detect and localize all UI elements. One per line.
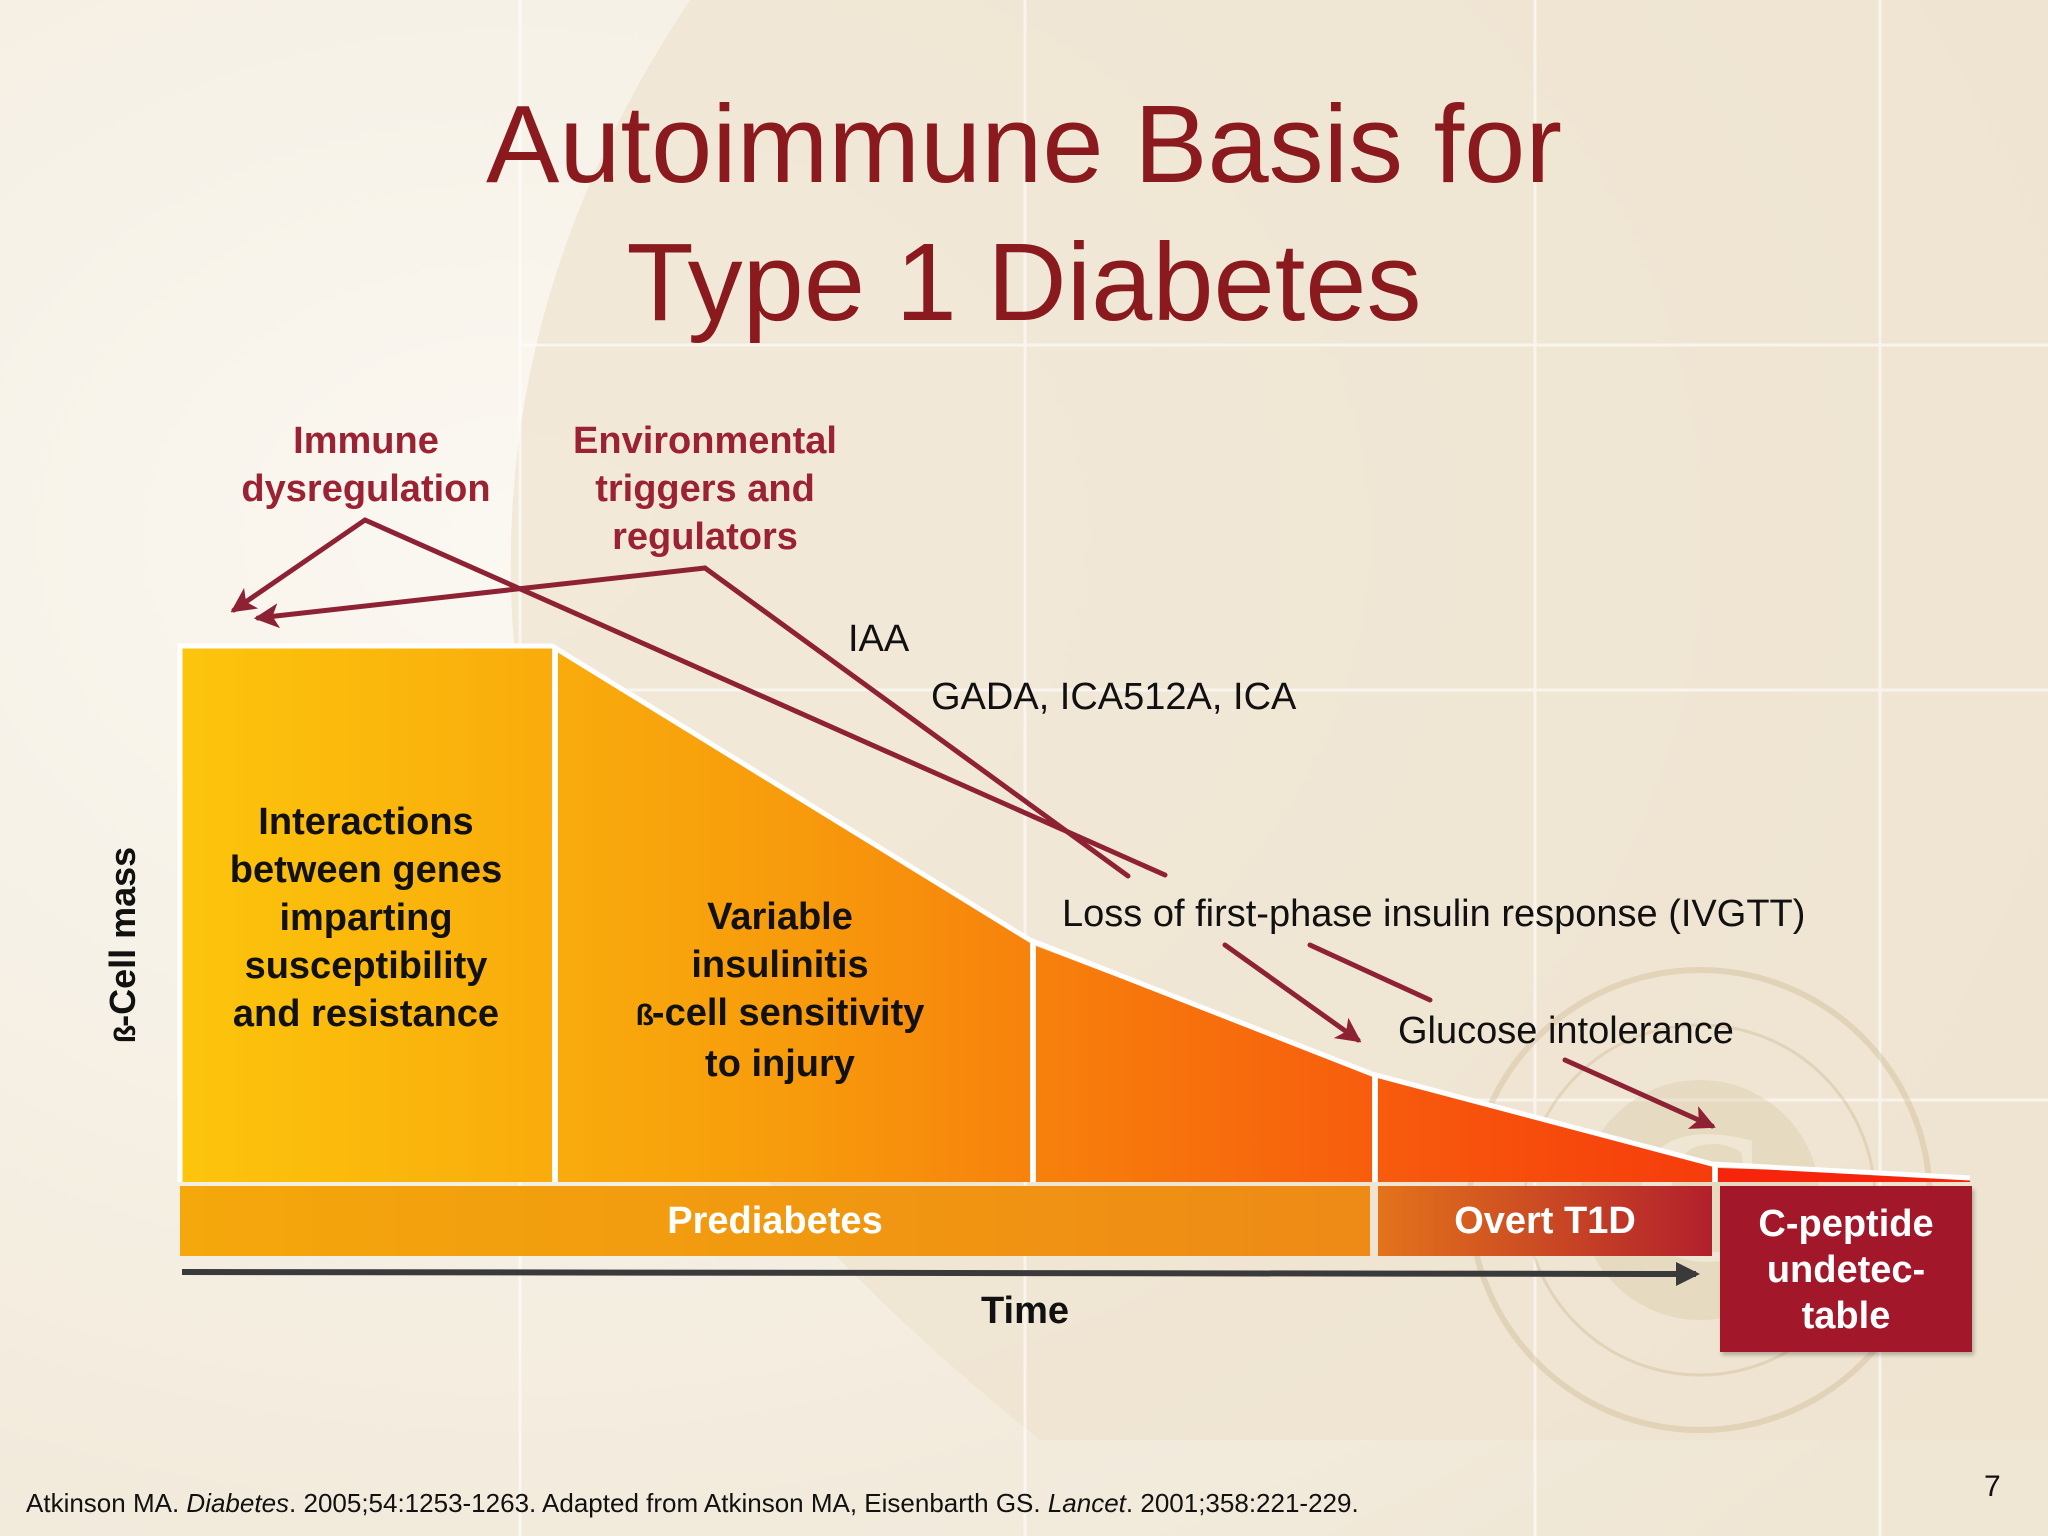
page-number: 7 — [1984, 1470, 2001, 1503]
citation: Atkinson MA. Diabetes. 2005;54:1253-1263… — [26, 1488, 1359, 1518]
segment-glucose-intolerance — [1378, 1078, 1712, 1182]
label-glucose-intolerance: Glucose intolerance — [1398, 1010, 1734, 1052]
time-axis-arrow — [181, 1261, 1700, 1286]
label-immune-dysregulation: Immune dysregulation — [241, 420, 491, 510]
segment-insulitis — [558, 650, 1030, 1182]
text-variable-insulitis: Variable insulinitis ß-cell sensitivity … — [635, 896, 925, 1085]
label-gada: GADA, ICA512A, ICA — [931, 676, 1297, 718]
band-cpeptide-undetectable: C-peptide undetec- table — [1720, 1186, 1972, 1352]
label-environmental-triggers: Environmental triggers and regulators — [573, 420, 837, 558]
segment-first-phase — [1036, 946, 1372, 1182]
y-axis-label: ß-Cell mass — [102, 846, 143, 1044]
segment-genes — [180, 646, 552, 1182]
segment-cpeptide-tail — [1718, 1168, 1970, 1182]
band-prediabetes: Prediabetes — [180, 1186, 1370, 1256]
beta-glyph: ß — [635, 999, 654, 1032]
x-axis-label: Time — [980, 1290, 1069, 1332]
text-gene-interactions: Interactions between genes imparting sus… — [229, 801, 503, 1035]
band-overt-t1d: Overt T1D — [1378, 1186, 1712, 1256]
slide-title-line-1: Autoimmune Basis for — [486, 83, 1562, 206]
label-iaa: IAA — [848, 618, 910, 660]
label-loss-first-phase: Loss of first-phase insulin response (IV… — [1062, 893, 1806, 935]
slide-title-line-2: Type 1 Diabetes — [626, 221, 1422, 344]
beta-glyph: ß — [109, 1026, 142, 1044]
